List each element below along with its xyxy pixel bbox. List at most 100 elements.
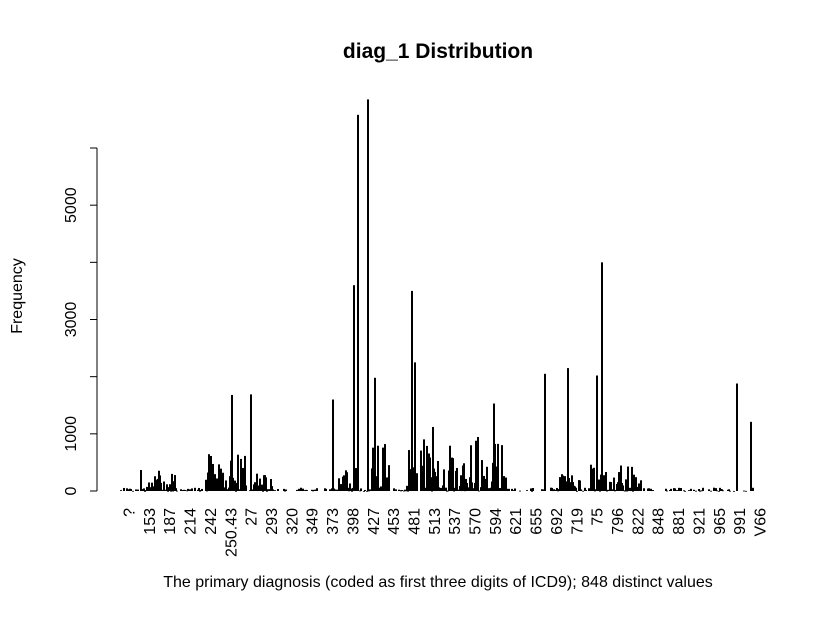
bar bbox=[722, 490, 724, 492]
bar bbox=[235, 490, 237, 492]
bar bbox=[627, 466, 629, 491]
bar bbox=[551, 487, 553, 491]
bar bbox=[544, 373, 546, 491]
bar bbox=[506, 488, 508, 491]
bar bbox=[176, 490, 178, 492]
bar bbox=[144, 490, 146, 492]
bar bbox=[481, 460, 483, 491]
bar bbox=[411, 290, 413, 491]
bar bbox=[222, 472, 224, 491]
bar bbox=[568, 478, 570, 491]
bar bbox=[599, 490, 601, 492]
bar bbox=[175, 488, 177, 491]
x-tick-label: 965 bbox=[712, 508, 729, 535]
x-tick-label: 320 bbox=[284, 508, 301, 535]
bar bbox=[601, 262, 603, 491]
bar bbox=[650, 488, 652, 491]
bar bbox=[205, 479, 207, 491]
bar bbox=[676, 490, 678, 491]
bar bbox=[274, 490, 276, 491]
bar bbox=[201, 488, 203, 491]
bar bbox=[470, 445, 472, 491]
bar bbox=[434, 472, 436, 491]
bar bbox=[270, 478, 272, 491]
bar bbox=[220, 468, 222, 491]
bar bbox=[643, 488, 645, 491]
x-tick-label: 293 bbox=[264, 508, 281, 535]
bar bbox=[607, 489, 609, 491]
bar bbox=[272, 489, 274, 491]
bar bbox=[261, 484, 263, 491]
bar bbox=[478, 490, 480, 492]
bar bbox=[715, 488, 717, 491]
bar bbox=[296, 489, 298, 491]
x-tick-label: 692 bbox=[549, 508, 566, 535]
bar bbox=[374, 377, 376, 491]
bar bbox=[678, 487, 680, 491]
bar bbox=[384, 444, 386, 491]
chart-title: diag_1 Distribution bbox=[343, 40, 533, 63]
bars bbox=[120, 99, 754, 492]
bar bbox=[531, 490, 533, 492]
bar bbox=[388, 465, 390, 491]
bar bbox=[181, 490, 183, 491]
bar bbox=[512, 490, 514, 491]
x-tick-label: 398 bbox=[345, 508, 362, 535]
bar bbox=[718, 490, 720, 492]
bar bbox=[603, 475, 605, 491]
bar bbox=[423, 439, 425, 491]
bar bbox=[629, 487, 631, 491]
bar bbox=[355, 468, 357, 491]
bar bbox=[380, 486, 382, 491]
bar bbox=[403, 490, 405, 492]
bar bbox=[666, 490, 668, 492]
bar bbox=[238, 489, 240, 491]
y-tick-label: 5000 bbox=[63, 187, 80, 223]
bar bbox=[625, 479, 627, 491]
bar bbox=[652, 490, 654, 491]
bar bbox=[363, 490, 365, 492]
x-axis-label: The primary diagnosis (coded as first th… bbox=[163, 574, 713, 591]
bar bbox=[360, 488, 362, 491]
bar bbox=[497, 443, 499, 491]
bar bbox=[377, 445, 379, 491]
bar bbox=[225, 480, 227, 491]
bar bbox=[488, 488, 490, 491]
bar bbox=[171, 473, 173, 491]
bar bbox=[143, 488, 145, 491]
bar bbox=[169, 484, 171, 491]
bar bbox=[154, 476, 156, 491]
bar bbox=[432, 426, 434, 491]
bar bbox=[135, 489, 137, 491]
bar bbox=[466, 482, 468, 491]
bar bbox=[437, 460, 439, 491]
bar bbox=[452, 458, 454, 491]
bar bbox=[123, 487, 125, 491]
bar bbox=[613, 477, 615, 491]
x-tick-label: ? bbox=[122, 508, 139, 517]
x-axis-tick-labels: ? 153 187 214 242 250.43 27 293 320 349 373 398 427 4… bbox=[122, 508, 770, 557]
bar bbox=[332, 399, 334, 491]
bar bbox=[406, 485, 408, 491]
bar bbox=[316, 488, 318, 491]
bar bbox=[191, 488, 193, 491]
bar bbox=[460, 475, 462, 491]
bar bbox=[357, 114, 359, 492]
bar bbox=[622, 485, 624, 491]
bar bbox=[140, 469, 142, 491]
bar bbox=[610, 482, 612, 491]
bar bbox=[164, 489, 166, 491]
bar bbox=[401, 490, 403, 491]
bar bbox=[329, 489, 331, 491]
bar bbox=[120, 490, 122, 491]
bar bbox=[624, 490, 626, 492]
bar bbox=[713, 487, 715, 491]
bar bbox=[443, 469, 445, 491]
bar bbox=[163, 481, 165, 491]
bar bbox=[736, 383, 738, 491]
bar bbox=[271, 486, 273, 491]
x-tick-label: 796 bbox=[610, 508, 627, 535]
bar bbox=[256, 473, 258, 491]
bar bbox=[579, 480, 581, 491]
